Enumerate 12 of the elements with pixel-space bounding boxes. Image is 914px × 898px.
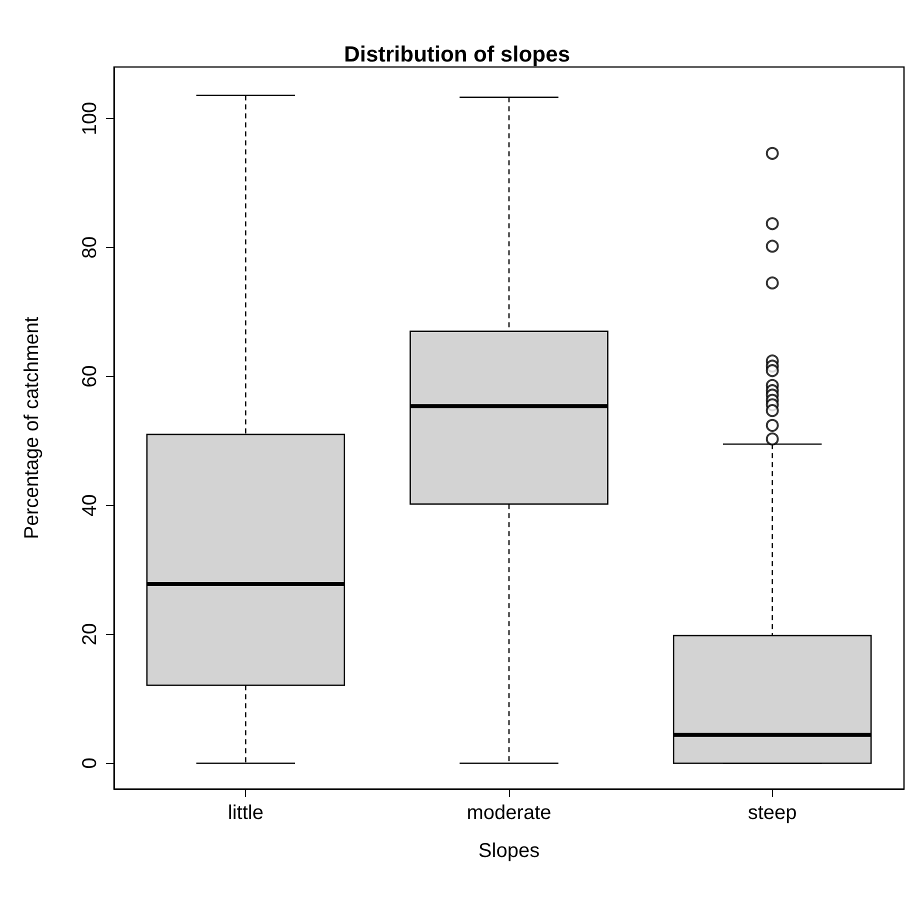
chart-title: Distribution of slopes [344,42,570,66]
y-tick-label: 100 [79,102,101,136]
y-tick-label: 60 [79,365,101,388]
y-axis-title: Percentage of catchment [21,316,43,540]
y-tick-label: 40 [79,494,101,516]
x-tick-label: steep [748,802,797,824]
x-tick-label: moderate [466,802,552,824]
x-axis-title: Slopes [478,840,540,862]
y-tick-label: 80 [79,236,101,259]
y-tick-label: 0 [79,758,101,769]
x-tick-label: little [228,802,264,824]
y-tick-label: 20 [79,623,101,646]
